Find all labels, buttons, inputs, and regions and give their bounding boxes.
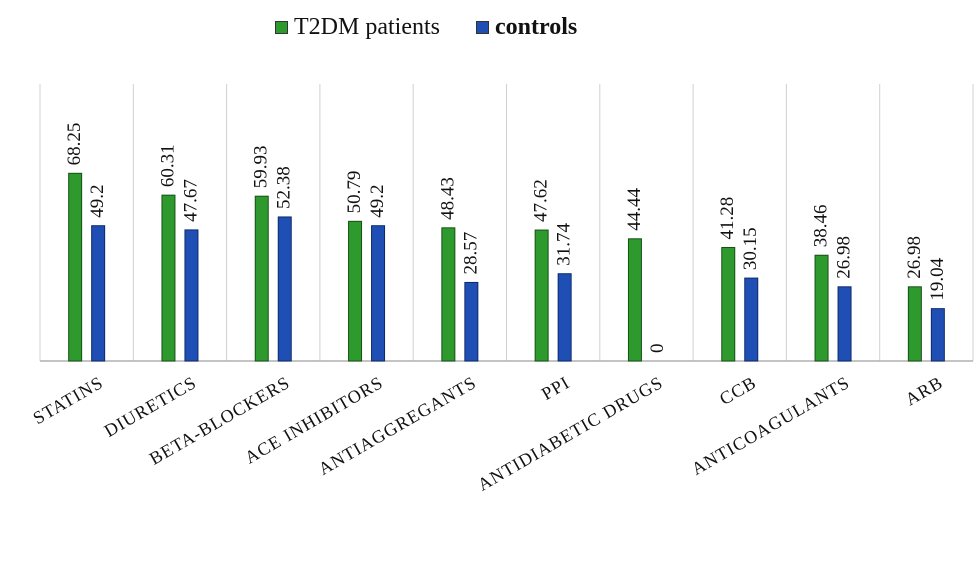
data-label-controls: 19.04 xyxy=(927,257,948,300)
bar-t2dm xyxy=(907,286,922,362)
data-label-t2dm: 26.98 xyxy=(904,236,925,279)
bar-t2dm xyxy=(441,227,456,362)
bar-controls xyxy=(744,277,759,362)
data-label-controls: 28.57 xyxy=(460,232,481,275)
legend-swatch-t2dm xyxy=(275,21,288,34)
x-tick-label: ARB xyxy=(902,372,947,409)
data-label-controls: 0 xyxy=(647,344,668,354)
bar-t2dm xyxy=(254,195,269,362)
data-label-t2dm: 60.31 xyxy=(157,144,178,187)
x-tick-label: ANTIAGGREGANTS xyxy=(315,372,480,479)
data-label-t2dm: 38.46 xyxy=(811,204,832,247)
bar-controls xyxy=(464,281,479,362)
bar-t2dm xyxy=(721,246,736,362)
bar-t2dm xyxy=(814,254,829,362)
bar-t2dm xyxy=(627,238,642,362)
data-label-controls: 26.98 xyxy=(834,236,855,279)
x-tick-label: PPI xyxy=(538,372,573,404)
data-label-t2dm: 50.79 xyxy=(344,171,365,214)
data-label-controls: 49.2 xyxy=(367,184,388,217)
data-label-t2dm: 59.93 xyxy=(251,145,272,188)
legend-item-t2dm: T2DM patients xyxy=(275,14,440,41)
data-label-t2dm: 68.25 xyxy=(64,123,85,166)
bar-t2dm xyxy=(68,172,83,362)
data-label-controls: 30.15 xyxy=(740,227,761,270)
legend-label-controls: controls xyxy=(494,14,578,40)
bar-controls xyxy=(184,229,199,362)
x-tick-label: CCB xyxy=(716,372,760,409)
data-label-controls: 52.38 xyxy=(274,166,295,209)
bar-controls xyxy=(91,225,106,362)
legend-item-controls: controls xyxy=(475,14,578,41)
bar-controls xyxy=(930,308,945,362)
bar-controls xyxy=(371,225,386,362)
legend-label-t2dm: T2DM patients xyxy=(294,14,440,40)
bar-controls xyxy=(837,286,852,362)
x-tick-label: STATINS xyxy=(29,372,106,428)
bar-t2dm xyxy=(534,229,549,362)
bar-t2dm xyxy=(161,194,176,362)
data-label-controls: 47.67 xyxy=(180,179,201,222)
legend: T2DM patients controls xyxy=(275,14,577,41)
bar-controls xyxy=(557,273,572,362)
bar-t2dm xyxy=(348,220,363,362)
data-label-controls: 31.74 xyxy=(554,222,575,265)
data-label-t2dm: 48.43 xyxy=(437,177,458,220)
x-tick-label: ANTICOAGULANTS xyxy=(688,372,853,479)
data-label-t2dm: 44.44 xyxy=(624,188,645,231)
data-label-t2dm: 47.62 xyxy=(531,179,552,222)
data-label-controls: 49.2 xyxy=(87,184,108,217)
bar-controls xyxy=(277,216,292,362)
data-label-t2dm: 41.28 xyxy=(717,197,738,240)
legend-swatch-controls xyxy=(475,21,489,34)
